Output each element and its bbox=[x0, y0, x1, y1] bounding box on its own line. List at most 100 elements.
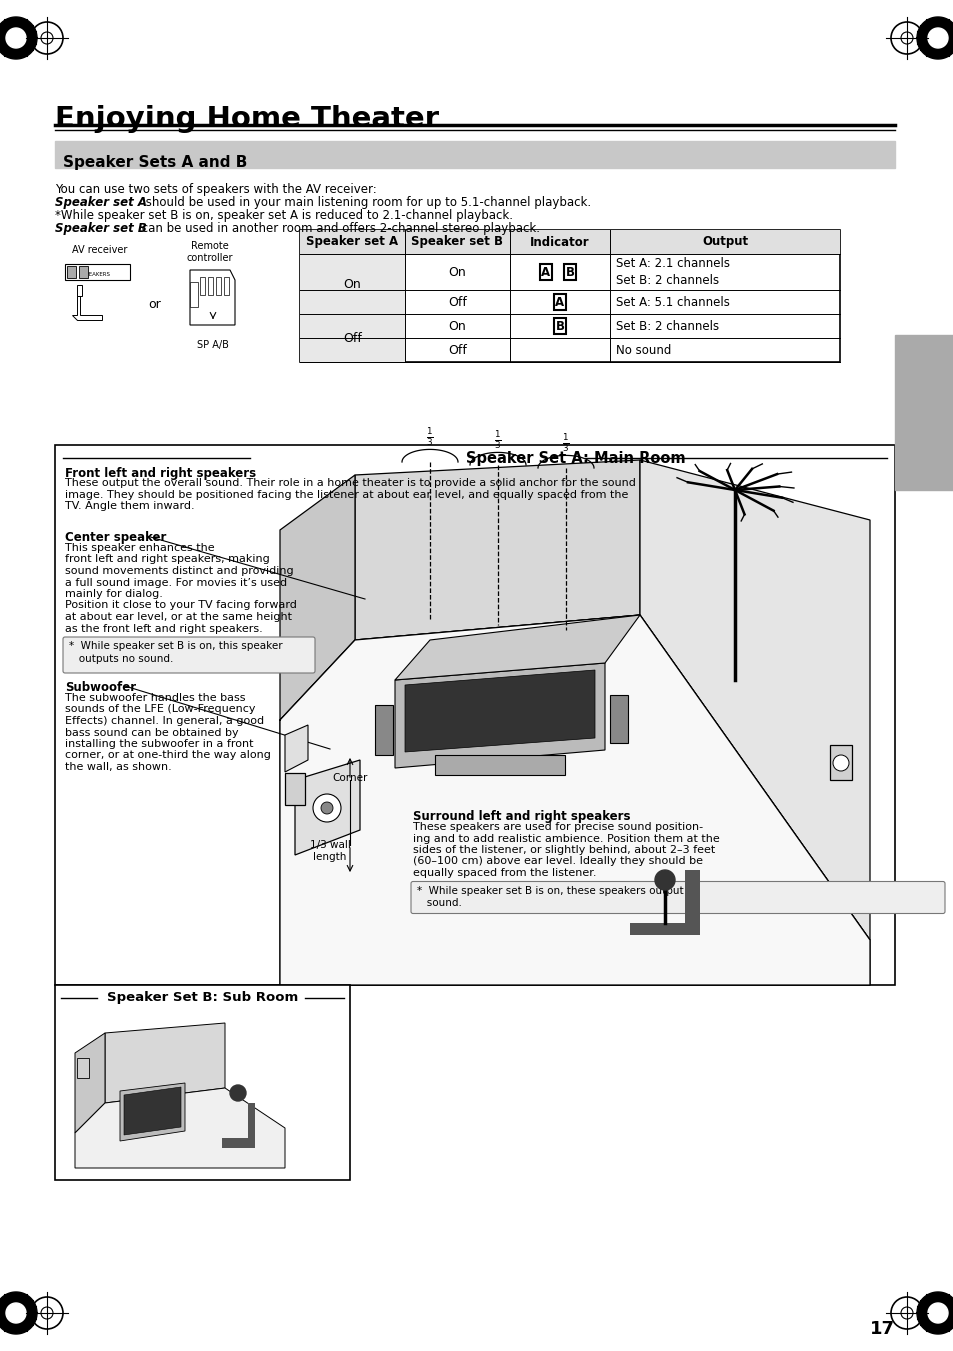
Text: Set A: 5.1 channels: Set A: 5.1 channels bbox=[616, 296, 729, 308]
Text: TV. Angle them inward.: TV. Angle them inward. bbox=[65, 501, 194, 511]
Text: $\frac{1}{3}$: $\frac{1}{3}$ bbox=[561, 432, 569, 454]
Polygon shape bbox=[395, 663, 604, 767]
Text: Effects) channel. In general, a good: Effects) channel. In general, a good bbox=[65, 716, 264, 725]
Text: Speaker Set A: Main Room: Speaker Set A: Main Room bbox=[465, 450, 685, 466]
Polygon shape bbox=[190, 270, 234, 326]
Text: can be used in another room and offers 2-channel stereo playback.: can be used in another room and offers 2… bbox=[138, 222, 539, 235]
Text: or: or bbox=[149, 299, 161, 312]
Text: corner, or at one-third the way along: corner, or at one-third the way along bbox=[65, 751, 271, 761]
Polygon shape bbox=[355, 459, 639, 640]
Bar bbox=[375, 705, 393, 755]
Text: the wall, as shown.: the wall, as shown. bbox=[65, 762, 172, 771]
Bar bbox=[609, 694, 627, 743]
Text: B: B bbox=[565, 266, 574, 278]
FancyBboxPatch shape bbox=[63, 638, 314, 673]
Circle shape bbox=[832, 755, 848, 771]
Polygon shape bbox=[124, 1088, 181, 1135]
Text: No sound: No sound bbox=[616, 343, 671, 357]
Bar bbox=[208, 277, 213, 295]
Polygon shape bbox=[294, 761, 359, 855]
Text: The subwoofer handles the bass: The subwoofer handles the bass bbox=[65, 693, 245, 703]
Polygon shape bbox=[916, 18, 953, 59]
Text: These speakers are used for precise sound position-: These speakers are used for precise soun… bbox=[413, 821, 702, 832]
Bar bbox=[55, 985, 350, 1179]
Bar bbox=[67, 266, 76, 278]
Text: Front left and right speakers: Front left and right speakers bbox=[65, 467, 255, 480]
Text: bass sound can be obtained by: bass sound can be obtained by bbox=[65, 727, 238, 738]
Text: a full sound image. For movies it’s used: a full sound image. For movies it’s used bbox=[65, 577, 287, 588]
Text: A: A bbox=[555, 296, 564, 308]
Text: at about ear level, or at the same height: at about ear level, or at the same heigh… bbox=[65, 612, 292, 621]
Text: image. They should be positioned facing the listener at about ear level, and equ: image. They should be positioned facing … bbox=[65, 489, 628, 500]
Bar bbox=[299, 230, 840, 362]
Polygon shape bbox=[120, 1084, 185, 1142]
Text: Off: Off bbox=[448, 296, 466, 308]
Text: Speaker set A: Speaker set A bbox=[55, 196, 147, 209]
Text: On: On bbox=[448, 266, 466, 278]
Text: front left and right speakers, making: front left and right speakers, making bbox=[65, 554, 270, 565]
Text: Off: Off bbox=[448, 343, 466, 357]
Bar bbox=[435, 755, 564, 775]
Text: sound movements distinct and providing: sound movements distinct and providing bbox=[65, 566, 294, 576]
Bar bbox=[55, 141, 894, 168]
Polygon shape bbox=[629, 923, 700, 935]
Text: 17: 17 bbox=[869, 1320, 894, 1337]
Bar bbox=[215, 277, 221, 295]
Circle shape bbox=[313, 794, 340, 821]
Polygon shape bbox=[684, 870, 700, 923]
Text: AV receiver: AV receiver bbox=[72, 245, 128, 255]
Text: Subwoofer: Subwoofer bbox=[65, 681, 136, 694]
Bar bbox=[299, 230, 840, 254]
Polygon shape bbox=[222, 1138, 254, 1148]
Text: B: B bbox=[555, 319, 564, 332]
Text: should be used in your main listening room for up to 5.1-channel playback.: should be used in your main listening ro… bbox=[142, 196, 591, 209]
Text: *  While speaker set B is on, these speakers output no: * While speaker set B is on, these speak… bbox=[416, 885, 700, 896]
Text: This speaker enhances the: This speaker enhances the bbox=[65, 543, 214, 553]
Bar bbox=[190, 282, 198, 307]
Text: ing and to add realistic ambience. Position them at the: ing and to add realistic ambience. Posit… bbox=[413, 834, 719, 843]
Bar bbox=[285, 773, 305, 805]
Text: sound.: sound. bbox=[416, 897, 461, 908]
Polygon shape bbox=[248, 1102, 254, 1138]
Bar bbox=[299, 313, 405, 362]
Text: Speaker Set B: Sub Room: Speaker Set B: Sub Room bbox=[107, 992, 297, 1005]
Text: 1/3 wall
length: 1/3 wall length bbox=[309, 840, 350, 862]
Polygon shape bbox=[916, 1292, 953, 1333]
Circle shape bbox=[320, 802, 333, 815]
Text: Position it close to your TV facing forward: Position it close to your TV facing forw… bbox=[65, 600, 296, 611]
Text: Output: Output bbox=[701, 235, 747, 249]
Text: You can use two sets of speakers with the AV receiver:: You can use two sets of speakers with th… bbox=[55, 182, 380, 196]
Polygon shape bbox=[280, 615, 869, 985]
Text: These output the overall sound. Their role in a home theater is to provide a sol: These output the overall sound. Their ro… bbox=[65, 478, 636, 488]
FancyBboxPatch shape bbox=[411, 881, 944, 913]
Text: mainly for dialog.: mainly for dialog. bbox=[65, 589, 163, 598]
Polygon shape bbox=[0, 18, 37, 59]
Circle shape bbox=[655, 870, 675, 890]
Text: SP A/B: SP A/B bbox=[197, 340, 229, 350]
Text: $\frac{1}{3}$: $\frac{1}{3}$ bbox=[494, 430, 501, 451]
Polygon shape bbox=[395, 615, 639, 680]
Text: Off: Off bbox=[343, 331, 361, 345]
Polygon shape bbox=[0, 1292, 37, 1333]
Text: sides of the listener, or slightly behind, about 2–3 feet: sides of the listener, or slightly behin… bbox=[413, 844, 715, 855]
Text: On: On bbox=[448, 319, 466, 332]
Polygon shape bbox=[285, 725, 308, 771]
Text: outputs no sound.: outputs no sound. bbox=[69, 654, 173, 663]
Text: (60–100 cm) above ear level. Ideally they should be: (60–100 cm) above ear level. Ideally the… bbox=[413, 857, 702, 866]
Bar bbox=[299, 254, 405, 313]
Text: Speaker Sets A and B: Speaker Sets A and B bbox=[63, 155, 247, 170]
Text: Speaker set B: Speaker set B bbox=[411, 235, 503, 249]
Circle shape bbox=[6, 1302, 26, 1323]
Polygon shape bbox=[280, 476, 355, 720]
Text: Speaker set B: Speaker set B bbox=[55, 222, 147, 235]
Bar bbox=[200, 277, 205, 295]
Polygon shape bbox=[280, 615, 869, 985]
Text: Surround left and right speakers: Surround left and right speakers bbox=[413, 811, 630, 823]
Text: installing the subwoofer in a front: installing the subwoofer in a front bbox=[65, 739, 253, 748]
Bar bbox=[224, 277, 229, 295]
Text: Speaker set A: Speaker set A bbox=[306, 235, 398, 249]
Polygon shape bbox=[75, 1034, 105, 1133]
Text: as the front left and right speakers.: as the front left and right speakers. bbox=[65, 624, 262, 634]
Text: *While speaker set B is on, speaker set A is reduced to 2.1-channel playback.: *While speaker set B is on, speaker set … bbox=[55, 209, 513, 222]
Text: Corner: Corner bbox=[332, 773, 367, 784]
